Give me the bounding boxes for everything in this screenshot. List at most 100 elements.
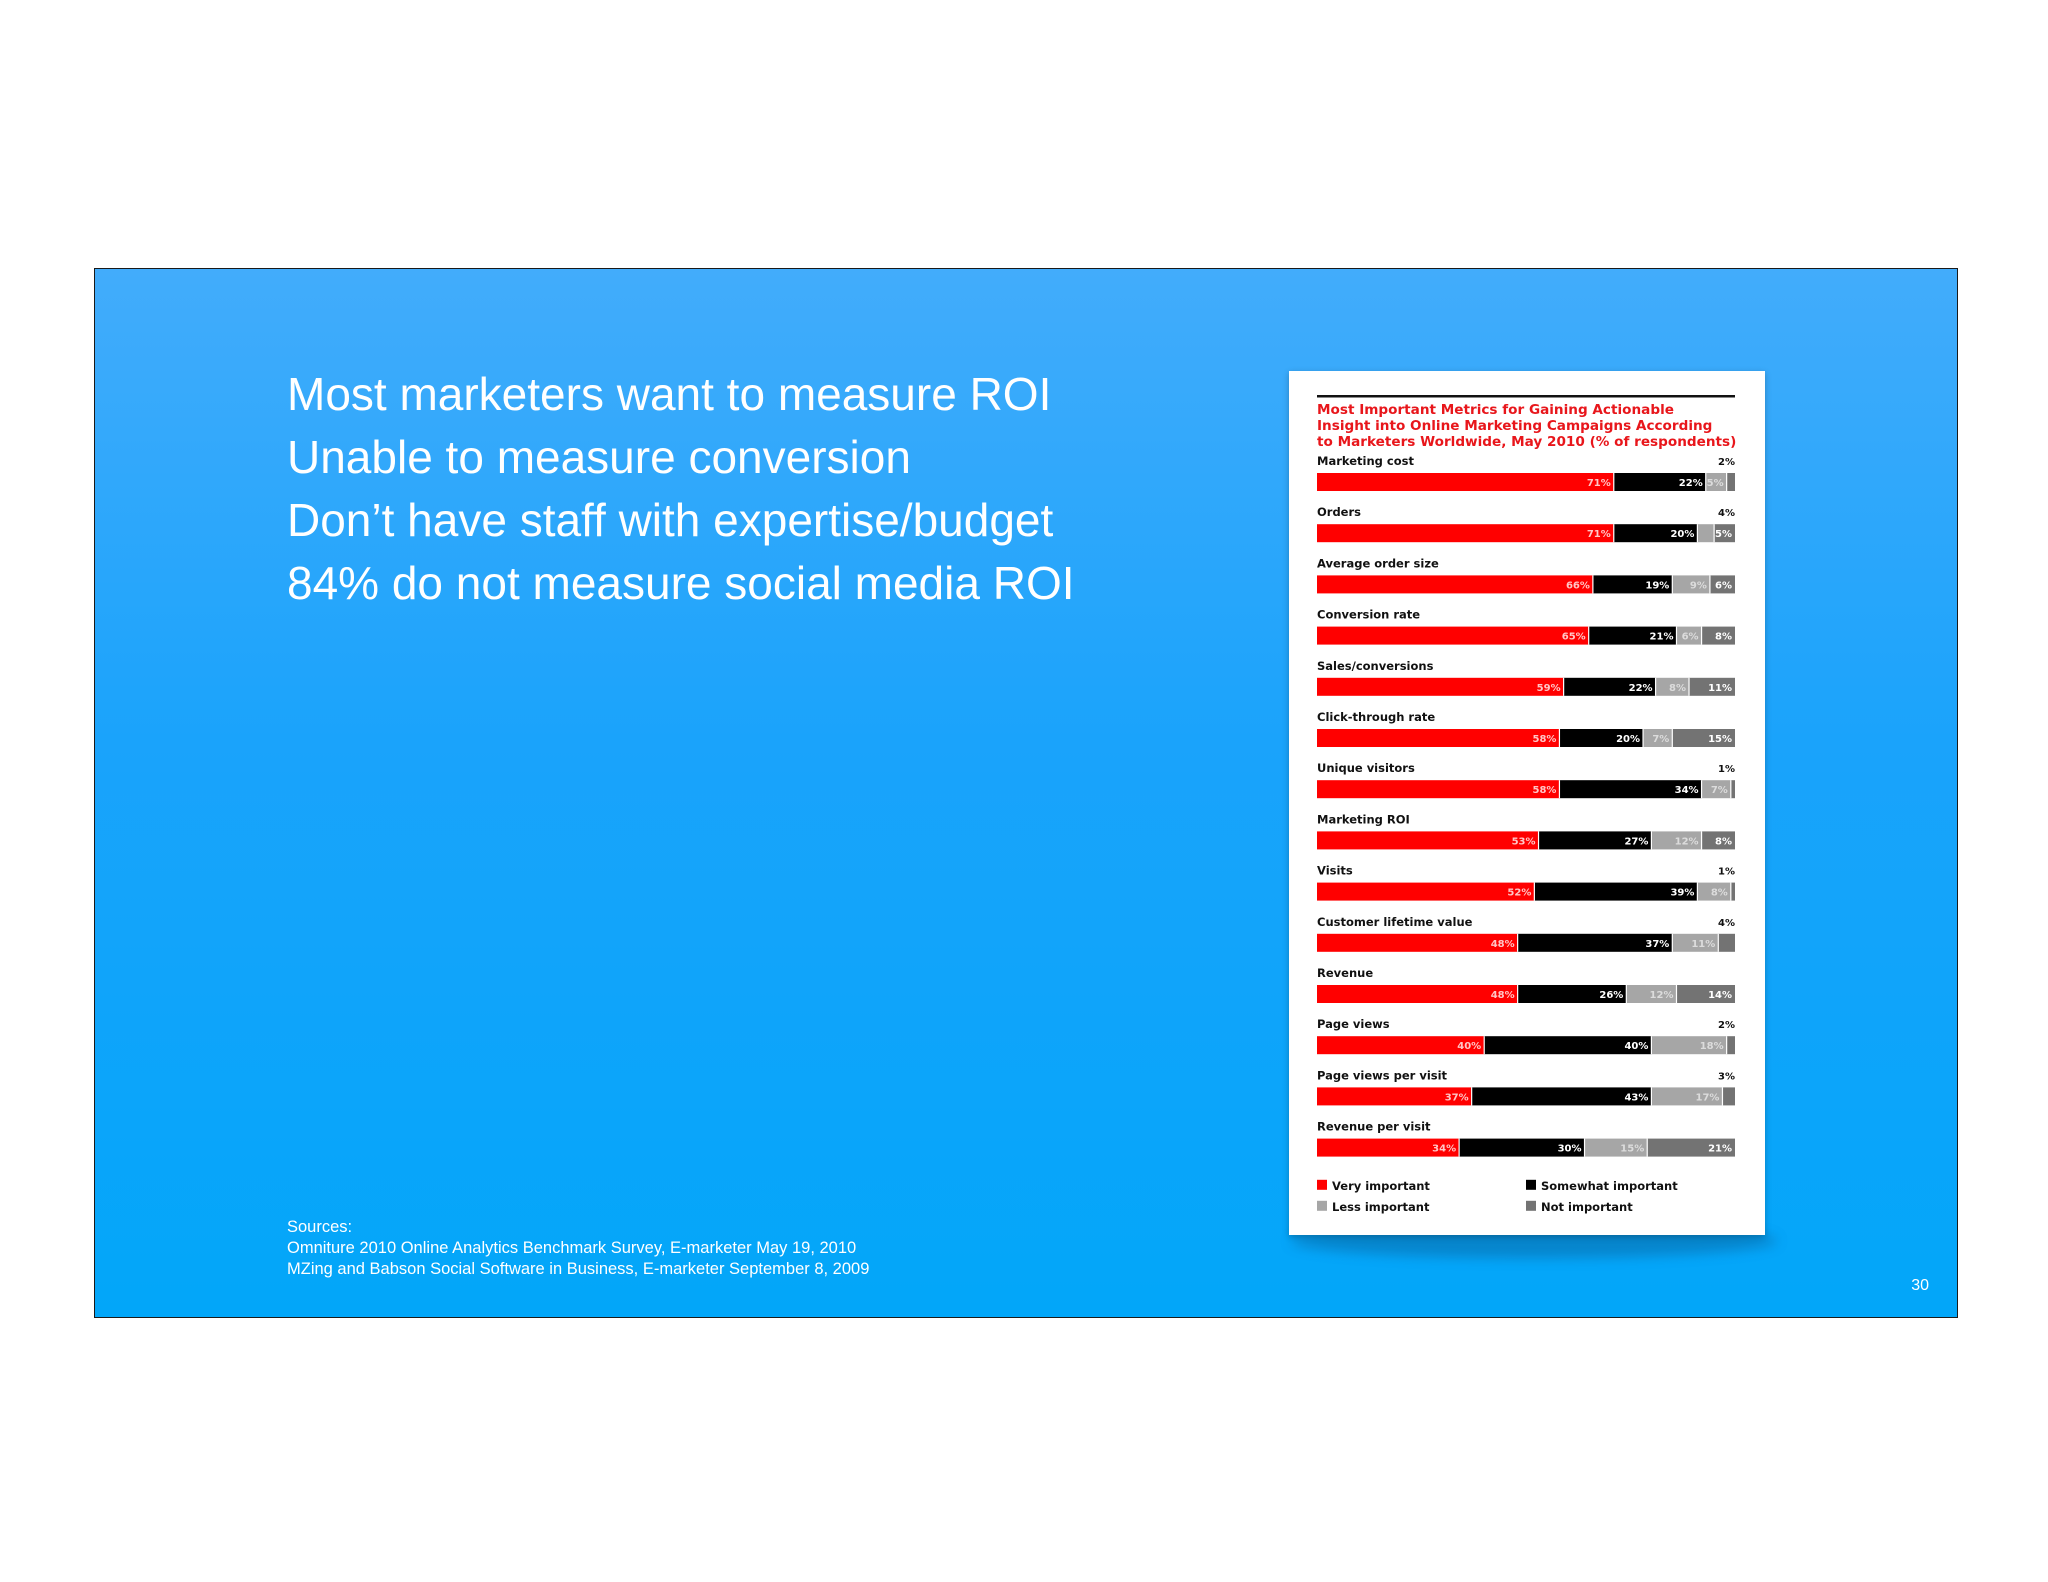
data-label: 1% [1718, 764, 1735, 775]
segment-divider [1726, 1036, 1728, 1055]
segment-divider [1537, 831, 1540, 850]
segment-divider [1563, 677, 1565, 696]
bar-somewhat-important [1484, 1036, 1652, 1055]
segment-divider [1558, 780, 1561, 799]
segment-divider [1458, 1138, 1460, 1157]
data-label: 18% [1700, 1041, 1724, 1052]
data-label: 34% [1675, 785, 1699, 796]
bar-very-important [1317, 933, 1518, 952]
data-label: 14% [1708, 990, 1732, 1001]
data-label: 20% [1670, 529, 1694, 540]
data-label: 8% [1715, 632, 1732, 643]
segment-divider [1613, 473, 1615, 491]
bar-not-important [1676, 985, 1735, 1003]
bar-less-important [1672, 575, 1710, 594]
category-label: Marketing ROI [1317, 812, 1410, 826]
bar-less-important [1651, 1036, 1727, 1055]
segment-divider [1688, 677, 1690, 696]
segment-divider [1558, 729, 1561, 747]
bullet-list: Most marketers want to measure ROI Unabl… [287, 363, 1075, 615]
data-label: 2% [1718, 457, 1735, 468]
data-label: 15% [1708, 734, 1732, 745]
segment-divider [1646, 1138, 1648, 1157]
bar-not-important [1672, 729, 1735, 747]
segment-divider [1650, 831, 1652, 850]
bullet-item: Unable to measure conversion [287, 431, 911, 483]
bar-not-important [1726, 1036, 1735, 1055]
bar-less-important [1697, 882, 1731, 901]
data-label: 53% [1512, 836, 1536, 847]
bar-somewhat-important [1592, 575, 1673, 594]
legend-label: Somewhat important [1541, 1179, 1678, 1193]
bar-very-important [1317, 729, 1560, 747]
bar-somewhat-important [1538, 831, 1652, 850]
data-label: 8% [1669, 683, 1686, 694]
chart-title-line: Most Important Metrics for Gaining Actio… [1317, 402, 1674, 418]
segment-divider [1705, 473, 1707, 491]
slide: Most marketers want to measure ROI Unabl… [94, 268, 1958, 1318]
sources-note: Sources: Omniture 2010 Online Analytics … [287, 1217, 869, 1280]
segment-divider [1671, 933, 1673, 952]
segment-divider [1675, 626, 1678, 645]
segment-divider [1613, 524, 1615, 543]
data-label: 12% [1675, 836, 1699, 847]
bar-not-important [1709, 575, 1735, 594]
bar-not-important [1647, 1138, 1735, 1157]
bar-somewhat-important [1534, 882, 1698, 901]
data-label: 27% [1624, 836, 1648, 847]
data-label: 48% [1491, 990, 1515, 1001]
chart-container: Most Important Metrics for Gaining Actio… [1289, 371, 1765, 1235]
segment-divider [1517, 933, 1519, 952]
data-label: 8% [1715, 836, 1732, 847]
bar-less-important [1651, 831, 1702, 850]
segment-divider [1700, 780, 1703, 799]
category-label: Page views [1317, 1017, 1390, 1031]
legend-label: Less important [1332, 1200, 1430, 1214]
bar-less-important [1697, 524, 1715, 543]
segment-divider [1730, 882, 1732, 901]
bar-very-important [1317, 780, 1560, 799]
category-label: Page views per visit [1317, 1068, 1448, 1082]
data-label: 34% [1432, 1144, 1456, 1155]
segment-divider [1671, 575, 1673, 594]
bar-somewhat-important [1559, 729, 1644, 747]
category-label: Revenue [1317, 966, 1373, 980]
data-label: 39% [1670, 888, 1694, 899]
segment-divider [1700, 831, 1703, 850]
segment-divider [1533, 882, 1535, 901]
bar-very-important [1317, 985, 1518, 1003]
category-label: Revenue per visit [1317, 1120, 1431, 1134]
category-label: Unique visitors [1317, 761, 1415, 775]
data-label: 43% [1624, 1092, 1648, 1103]
data-label: 4% [1718, 918, 1735, 929]
bar-somewhat-important [1559, 780, 1702, 799]
data-label: 20% [1616, 734, 1640, 745]
data-label: 15% [1620, 1144, 1644, 1155]
category-label: Average order size [1317, 556, 1439, 570]
chart-title-line: to Marketers Worldwide, May 2010 (% of r… [1317, 434, 1736, 450]
bar-less-important [1672, 933, 1719, 952]
data-label: 5% [1715, 529, 1732, 540]
data-label: 21% [1650, 632, 1674, 643]
data-label: 19% [1645, 580, 1669, 591]
data-label: 8% [1711, 888, 1728, 899]
data-label: 58% [1533, 734, 1557, 745]
category-label: Conversion rate [1317, 608, 1420, 622]
data-label: 40% [1624, 1041, 1648, 1052]
data-label: 59% [1537, 683, 1561, 694]
source-line: Omniture 2010 Online Analytics Benchmark… [287, 1239, 857, 1257]
segment-divider [1471, 1087, 1473, 1106]
data-label: 22% [1679, 478, 1703, 489]
data-label: 40% [1457, 1041, 1481, 1052]
segment-divider [1721, 1087, 1724, 1106]
data-label: 26% [1599, 990, 1623, 1001]
bar-not-important [1689, 677, 1735, 696]
data-label: 12% [1650, 990, 1674, 1001]
data-label: 65% [1562, 632, 1586, 643]
bar-very-important [1317, 473, 1614, 491]
legend-label: Not important [1541, 1200, 1633, 1214]
data-label: 6% [1682, 632, 1699, 643]
bar-somewhat-important [1613, 473, 1706, 491]
legend-label: Very important [1332, 1179, 1430, 1193]
data-label: 3% [1718, 1071, 1735, 1082]
